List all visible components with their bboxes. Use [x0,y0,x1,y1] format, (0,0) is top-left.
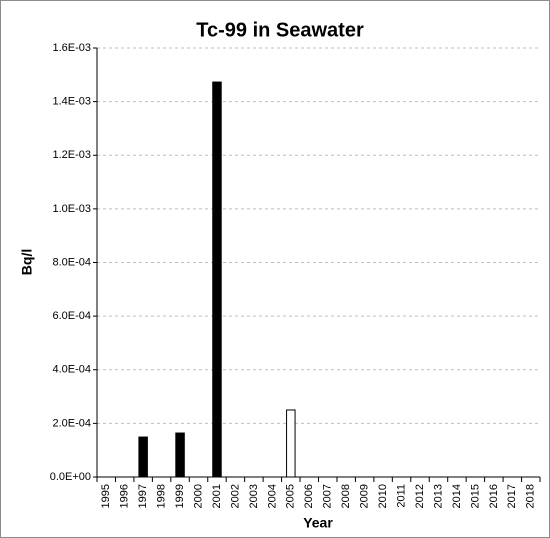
x-tick-label: 2005 [285,484,297,508]
x-tick-label: 1998 [156,484,168,508]
x-tick-label: 2009 [359,484,371,508]
x-tick-label: 2016 [488,484,500,508]
x-tick-label: 1995 [100,484,112,508]
x-tick-label: 2017 [506,484,518,508]
x-tick-label: 2018 [525,484,537,508]
y-axis-label: Bq/l [19,249,35,275]
x-tick-label: 2010 [377,484,389,508]
y-tick-label: 2.0E-04 [52,417,91,429]
x-tick-label: 2003 [248,484,260,508]
x-tick-label: 2002 [229,484,241,508]
x-tick-label: 1999 [174,484,186,508]
y-tick-label: 1.6E-03 [52,42,91,54]
x-tick-label: 2006 [303,484,315,508]
bar [138,436,148,478]
y-tick-label: 6.0E-04 [52,310,91,322]
x-tick-label: 1996 [119,484,131,508]
x-tick-label: 2015 [469,484,481,508]
x-tick-label: 2013 [432,484,444,508]
y-tick-label: 1.2E-03 [52,149,91,161]
x-axis-label: Year [303,515,333,531]
x-tick-label: 2012 [414,484,426,508]
bar [212,81,222,478]
y-tick-label: 1.4E-03 [52,96,91,108]
x-tick-label: 2011 [395,484,407,508]
x-tick-label: 2014 [451,484,463,508]
bar [175,432,185,478]
x-tick-label: 2008 [340,484,352,508]
x-tick-label: 2000 [192,484,204,508]
x-tick-label: 2001 [211,484,223,508]
x-tick-label: 2007 [322,484,334,508]
y-tick-label: 1.0E-03 [52,203,91,215]
x-tick-label: 2004 [266,484,278,508]
y-tick-label: 4.0E-04 [52,364,91,376]
y-tick-label: 8.0E-04 [52,256,91,268]
bar [286,409,296,478]
y-tick-label: 0.0E+00 [50,471,91,483]
x-tick-label: 1997 [137,484,149,508]
chart-title: Tc-99 in Seawater [196,19,364,41]
